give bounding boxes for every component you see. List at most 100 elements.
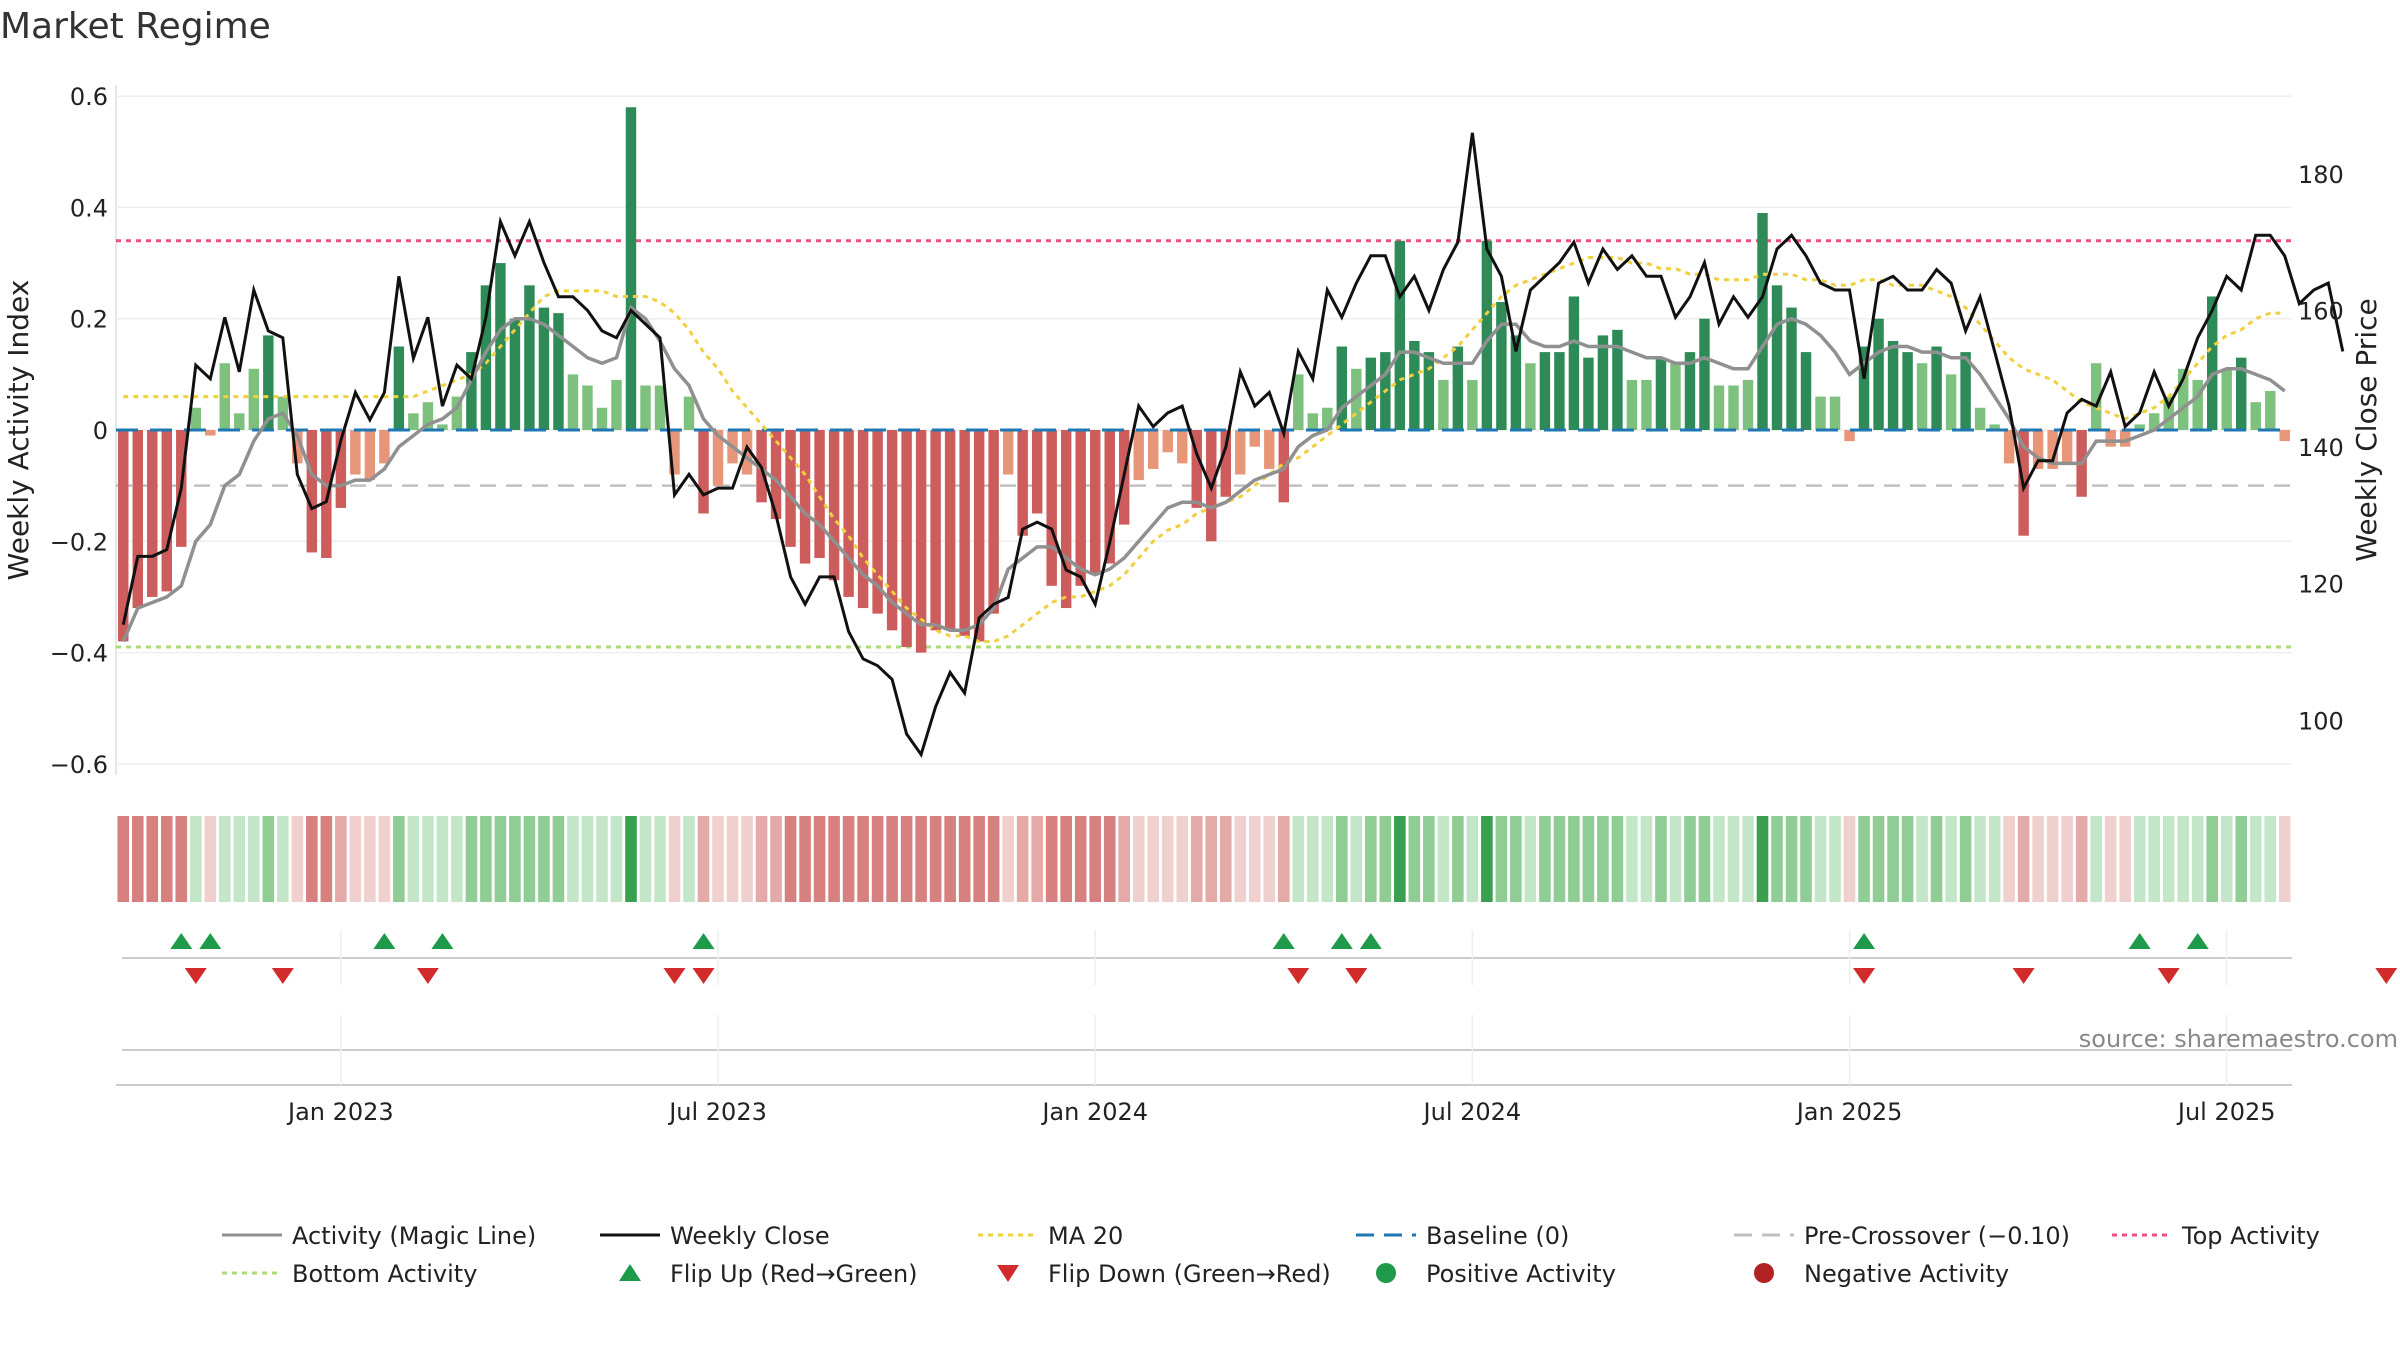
activity-bar bbox=[2105, 430, 2116, 447]
source-note: source: sharemaestro.com bbox=[2079, 1025, 2398, 1053]
strip-cell bbox=[1495, 816, 1508, 902]
activity-bar bbox=[132, 430, 143, 609]
strip-cell bbox=[2220, 816, 2233, 902]
strip-cell bbox=[2119, 816, 2131, 902]
activity-bar bbox=[1365, 357, 1377, 430]
strip-cell bbox=[1901, 816, 1914, 902]
strip-cell bbox=[2249, 816, 2262, 902]
activity-bar bbox=[466, 352, 477, 430]
magic-line bbox=[121, 304, 2286, 643]
activity-bar bbox=[1887, 340, 1899, 430]
strip-cell bbox=[1466, 816, 1479, 902]
activity-bar bbox=[2265, 391, 2276, 430]
activity-bar bbox=[306, 430, 318, 553]
y-tick-label: 0.2 bbox=[70, 306, 108, 334]
x-tick-label: Jan 2025 bbox=[1795, 1098, 1903, 1126]
strip-cell bbox=[813, 816, 826, 902]
activity-bar bbox=[1742, 379, 1754, 430]
strip-cell bbox=[1843, 816, 1856, 902]
strip-cell bbox=[494, 816, 507, 902]
activity-bar bbox=[988, 430, 999, 614]
activity-bar bbox=[2090, 363, 2102, 430]
activity-bar bbox=[1060, 430, 1072, 609]
strip-cell bbox=[2206, 816, 2219, 902]
activity-bar bbox=[1307, 413, 1319, 430]
strip-cell bbox=[610, 816, 623, 902]
activity-bar bbox=[669, 430, 680, 475]
y2-tick-label: 160 bbox=[2298, 297, 2344, 325]
strip-cell bbox=[2017, 816, 2030, 902]
strip-cell bbox=[871, 816, 884, 902]
strip-cell bbox=[857, 816, 869, 902]
activity-bar bbox=[915, 430, 927, 653]
strip-cell bbox=[422, 816, 434, 902]
activity-bar bbox=[2119, 430, 2131, 447]
strip-cell bbox=[784, 816, 797, 902]
activity-bar bbox=[2134, 424, 2145, 430]
strip-cell bbox=[1611, 816, 1624, 902]
activity-bar bbox=[1728, 385, 1739, 430]
flip-up-marker bbox=[170, 933, 193, 949]
strip-cell bbox=[160, 816, 173, 902]
activity-bar bbox=[959, 430, 970, 636]
strip-cell bbox=[596, 816, 608, 902]
strip-cell bbox=[233, 816, 246, 902]
activity-bar bbox=[1002, 430, 1014, 475]
activity-bar bbox=[611, 379, 622, 430]
y2-tick-label: 140 bbox=[2298, 434, 2344, 462]
flip-markers bbox=[122, 933, 2398, 984]
activity-bar bbox=[1075, 430, 1086, 586]
strip-cell bbox=[1161, 816, 1174, 902]
strip-cell bbox=[1350, 816, 1363, 902]
activity-bar bbox=[1351, 368, 1362, 430]
activity-bar bbox=[2061, 430, 2073, 464]
y2-tick-label: 100 bbox=[2298, 707, 2344, 735]
activity-bar bbox=[524, 285, 535, 430]
strip-cell bbox=[1365, 816, 1377, 902]
activity-bar bbox=[335, 430, 347, 508]
y-tick-label: −0.4 bbox=[50, 640, 108, 668]
strip-cell bbox=[1045, 816, 1058, 902]
activity-bar bbox=[1626, 379, 1638, 430]
activity-bar bbox=[292, 430, 303, 464]
flip-down-marker bbox=[663, 968, 686, 984]
strip-cell bbox=[1742, 816, 1754, 902]
strip-cell bbox=[1959, 816, 1972, 902]
strip-cell bbox=[1321, 816, 1334, 902]
activity-bar bbox=[1583, 357, 1594, 430]
activity-bar bbox=[118, 430, 129, 642]
strip-cell bbox=[1771, 816, 1783, 902]
legend-label: Activity (Magic Line) bbox=[292, 1222, 536, 1250]
activity-bar bbox=[1815, 396, 1826, 430]
strip-cell bbox=[480, 816, 492, 902]
activity-bar bbox=[1844, 430, 1855, 442]
strip-cell bbox=[1553, 816, 1566, 902]
activity-bar bbox=[843, 430, 854, 597]
strip-cell bbox=[1379, 816, 1392, 902]
activity-bar bbox=[1858, 346, 1870, 430]
strip-cell bbox=[1423, 816, 1435, 902]
activity-bar bbox=[1568, 296, 1580, 430]
x-tick-label: Jul 2024 bbox=[1422, 1098, 1522, 1126]
activity-bar bbox=[2221, 368, 2232, 430]
flip-down-marker bbox=[692, 968, 715, 984]
chart-title: Market Regime bbox=[0, 6, 271, 47]
flip-up-marker bbox=[1359, 933, 1382, 949]
strip-cell bbox=[697, 816, 710, 902]
activity-bar bbox=[1322, 407, 1333, 430]
legend-label: Bottom Activity bbox=[292, 1260, 477, 1288]
strip-cell bbox=[146, 816, 159, 902]
strip-cell bbox=[335, 816, 347, 902]
activity-bar bbox=[1539, 352, 1551, 430]
strip-cell bbox=[1814, 816, 1827, 902]
strip-cell bbox=[1945, 816, 1957, 902]
activity-bar bbox=[1220, 430, 1231, 497]
activity-bar bbox=[1873, 318, 1884, 430]
strip-cell bbox=[451, 816, 463, 902]
flip-down-marker bbox=[2375, 968, 2398, 984]
strip-cell bbox=[1132, 816, 1145, 902]
activity-bar bbox=[944, 430, 956, 631]
flip-up-marker bbox=[199, 933, 222, 949]
strip-cell bbox=[886, 816, 898, 902]
strip-cell bbox=[1060, 816, 1072, 902]
